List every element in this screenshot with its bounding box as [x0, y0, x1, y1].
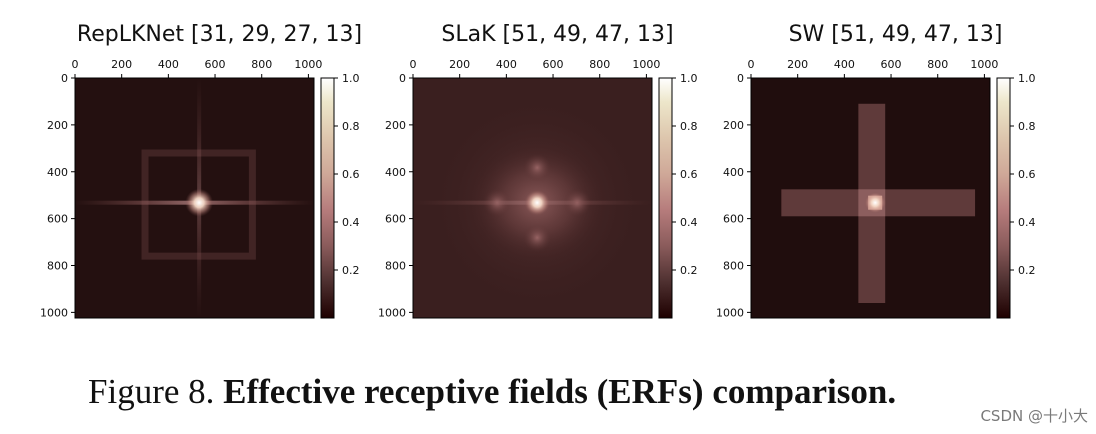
x-tick-label: 600 — [543, 58, 564, 71]
colorbar-tick-label: 0.8 — [342, 120, 360, 133]
erf-panel-3: SW [51, 49, 47, 13] 0 200 400 600 800 1000 0 200… — [716, 22, 1036, 319]
y-tick-label: 400 — [385, 166, 406, 179]
x-tick-label: 0 — [748, 58, 755, 71]
y-tick-label: 0 — [61, 72, 68, 85]
y-tick-label: 800 — [385, 260, 406, 273]
colorbar-gradient — [658, 77, 673, 319]
colorbar-tick-label: 0.6 — [342, 168, 360, 181]
y-tick-label: 600 — [723, 213, 744, 226]
panel-title: SW [51, 49, 47, 13] — [789, 22, 1003, 47]
colorbar-tick-label: 0.4 — [1018, 216, 1036, 229]
y-tick-label: 0 — [399, 72, 406, 85]
colorbar-tick-label: 0.4 — [680, 216, 698, 229]
y-tick-label: 800 — [47, 260, 68, 273]
colorbar: 1.0 0.8 0.6 0.4 0.2 — [320, 72, 360, 319]
y-tick-label: 400 — [723, 166, 744, 179]
colorbar-tick-label: 0.2 — [1018, 264, 1036, 277]
x-tick-label: 800 — [589, 58, 610, 71]
y-tick-label: 1000 — [378, 306, 406, 319]
caption-prefix: Figure 8. — [88, 372, 224, 411]
x-tick-label: 1000 — [294, 58, 322, 71]
erf-peak — [185, 188, 214, 217]
x-tick-label: 400 — [496, 58, 517, 71]
y-tick-label: 200 — [723, 119, 744, 132]
colorbar-tick-label: 1.0 — [680, 72, 698, 85]
axes-frame — [74, 77, 315, 319]
y-tick-label: 200 — [47, 119, 68, 132]
figure-caption: Figure 8. Effective receptive fields (ER… — [88, 372, 896, 412]
caption-title: Effective receptive fields (ERFs) compar… — [223, 372, 897, 411]
colorbar: 1.0 0.8 0.6 0.4 0.2 — [996, 72, 1036, 319]
y-tick-label: 600 — [47, 213, 68, 226]
erf-side-lobe — [523, 153, 552, 182]
y-tick-label: 1000 — [40, 306, 68, 319]
axes-frame — [412, 77, 653, 319]
x-tick-label: 800 — [927, 58, 948, 71]
y-tick-label: 800 — [723, 260, 744, 273]
x-tick-label: 0 — [410, 58, 417, 71]
erf-panel-1: RepLKNet [31, 29, 27, 13] 0 200 400 600 800 10… — [40, 22, 362, 319]
erf-side-lobe — [523, 223, 552, 252]
panel-title: RepLKNet [31, 29, 27, 13] — [77, 22, 362, 47]
y-tick-label: 0 — [737, 72, 744, 85]
colorbar-gradient — [996, 77, 1011, 319]
colorbar-tick-label: 0.8 — [1018, 120, 1036, 133]
colorbar-tick-label: 0.2 — [680, 264, 698, 277]
axes-frame — [750, 77, 991, 319]
colorbar-gradient — [320, 77, 335, 319]
csdn-watermark: CSDN @十小大 — [980, 407, 1088, 425]
x-tick-label: 1000 — [632, 58, 660, 71]
x-tick-label: 600 — [205, 58, 226, 71]
x-tick-label: 400 — [158, 58, 179, 71]
x-tick-label: 200 — [449, 58, 470, 71]
colorbar-tick-label: 1.0 — [342, 72, 360, 85]
x-tick-label: 800 — [251, 58, 272, 71]
erf-panel-2: SLaK [51, 49, 47, 13] 0 200 400 600 800 1000 0 2… — [378, 22, 698, 319]
colorbar-tick-label: 0.6 — [680, 168, 698, 181]
colorbar: 1.0 0.8 0.6 0.4 0.2 — [658, 72, 698, 319]
x-tick-label: 600 — [881, 58, 902, 71]
colorbar-tick-label: 0.6 — [1018, 168, 1036, 181]
x-tick-label: 200 — [111, 58, 132, 71]
x-tick-label: 200 — [787, 58, 808, 71]
colorbar-tick-label: 0.8 — [680, 120, 698, 133]
colorbar-tick-label: 0.4 — [342, 216, 360, 229]
x-tick-label: 1000 — [970, 58, 998, 71]
panel-title: SLaK [51, 49, 47, 13] — [441, 22, 673, 47]
y-tick-label: 200 — [385, 119, 406, 132]
colorbar-tick-label: 1.0 — [1018, 72, 1036, 85]
colorbar-tick-label: 0.2 — [342, 264, 360, 277]
x-tick-label: 0 — [72, 58, 79, 71]
y-tick-label: 1000 — [716, 306, 744, 319]
erf-peak — [524, 189, 551, 216]
x-tick-label: 400 — [834, 58, 855, 71]
y-tick-label: 400 — [47, 166, 68, 179]
y-tick-label: 600 — [385, 213, 406, 226]
erf-peak — [864, 191, 887, 214]
